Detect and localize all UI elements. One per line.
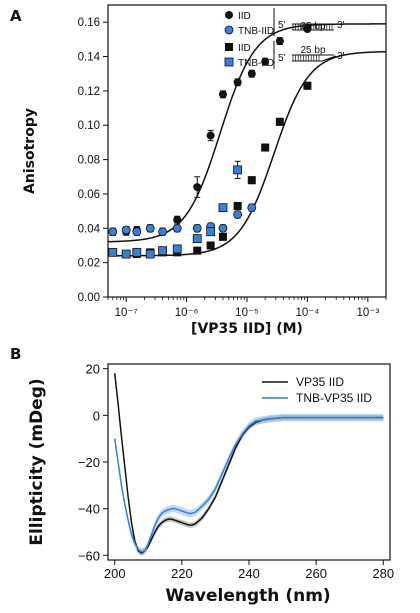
circle-point-iid bbox=[173, 215, 182, 224]
square-point-tnb-iid bbox=[145, 249, 155, 259]
legend-tnb-2: TNB-IID bbox=[238, 58, 274, 69]
legend-vp35: VP35 IID bbox=[296, 375, 344, 389]
square-point-tnb-iid bbox=[192, 234, 202, 244]
legend-iid-circle-marker bbox=[225, 11, 233, 19]
legend-3prime-2: 3' bbox=[337, 51, 345, 62]
y-tick-label: 0.12 bbox=[78, 86, 100, 98]
x-tick-label: 10⁻⁵ bbox=[235, 307, 259, 319]
circle-point-tnb-iid bbox=[218, 223, 228, 233]
circle-point-iid bbox=[218, 90, 227, 99]
blunt-duplex-icon bbox=[292, 23, 334, 31]
line-tnb-vp35-iid bbox=[113, 416, 384, 553]
square-point-tnb-iid bbox=[158, 246, 167, 256]
circle-point-tnb-iid bbox=[145, 223, 155, 233]
square-point-iid bbox=[193, 246, 202, 255]
square-point-iid bbox=[275, 117, 284, 126]
legend-a: IID TNB-IID 5' 25 bp 3' IID TNB-IID 5' 2… bbox=[224, 8, 345, 69]
legend-iid-2: IID bbox=[238, 43, 251, 54]
circle-point-tnb-iid bbox=[172, 223, 182, 233]
circle-point-iid bbox=[233, 78, 242, 87]
y-tick-label: 0.02 bbox=[78, 258, 100, 270]
binding-chart: 10⁻⁷ 10⁻⁶ 10⁻⁵ 10⁻⁴ 10⁻³ 0.00 0.02 0.04 0.06 0.0… bbox=[22, 4, 387, 337]
square-point-iid bbox=[247, 176, 256, 185]
legend-tnb-circle-marker bbox=[224, 25, 234, 35]
legend-iid-1: IID bbox=[238, 11, 251, 22]
circle-point-iid bbox=[303, 25, 312, 34]
square-point-tnb-iid bbox=[132, 247, 142, 257]
square-point-iid bbox=[218, 232, 227, 241]
y-tick-label: 0.00 bbox=[78, 292, 100, 304]
x-tick-label: 220 bbox=[171, 566, 193, 581]
y-tick-label: 0 bbox=[93, 408, 100, 423]
y-axis-label-b: Ellipticity (mDeg) bbox=[27, 378, 47, 545]
y-tick-label: 20 bbox=[86, 362, 100, 377]
square-point-tnb-iid bbox=[206, 227, 216, 237]
x-tick-label: 10⁻³ bbox=[356, 307, 379, 319]
square-point-tnb-iid bbox=[233, 165, 243, 175]
circle-point-tnb-iid bbox=[132, 227, 142, 237]
legend-tnb-square-marker bbox=[224, 57, 234, 67]
legend-tnb: TNB-VP35 IID bbox=[296, 391, 372, 405]
square-point-iid bbox=[233, 201, 242, 210]
circle-point-iid bbox=[206, 131, 215, 140]
circle-point-iid bbox=[275, 37, 284, 46]
legend-bp-2: 25 bp bbox=[300, 45, 325, 56]
legend-5prime-1: 5' bbox=[278, 20, 286, 31]
panel-a-label: A bbox=[10, 7, 22, 25]
x-tick-label: 280 bbox=[372, 566, 394, 581]
y-tick-label: 0.14 bbox=[78, 52, 101, 64]
x-axis-label: [VP35 IID] (M) bbox=[191, 321, 303, 337]
legend-iid-square-marker bbox=[225, 43, 233, 51]
circle-point-iid bbox=[261, 57, 270, 66]
square-point-iid bbox=[261, 143, 270, 152]
circle-point-tnb-iid bbox=[233, 210, 243, 219]
y-tick-label: 0.08 bbox=[78, 155, 100, 167]
x-tick-label: 260 bbox=[305, 566, 327, 581]
overhang-duplex-icon bbox=[292, 54, 337, 62]
legend-b: VP35 IID TNB-VP35 IID bbox=[262, 375, 372, 405]
legend-tnb-1: TNB-IID bbox=[238, 26, 274, 37]
panel-b-label: B bbox=[10, 345, 21, 363]
data-points bbox=[108, 25, 312, 259]
y-tick-label: −20 bbox=[78, 455, 100, 470]
square-point-tnb-iid bbox=[108, 247, 118, 257]
circle-point-tnb-iid bbox=[192, 223, 202, 233]
x-tick-label: 240 bbox=[238, 566, 260, 581]
square-point-tnb-iid bbox=[121, 249, 131, 259]
y-tick-label: −40 bbox=[78, 502, 100, 517]
legend-bp-1: 25 bp bbox=[300, 21, 325, 32]
y-tick-label: 0.06 bbox=[78, 189, 100, 201]
y-tick-label: 0.10 bbox=[78, 120, 100, 132]
circle-point-tnb-iid bbox=[247, 203, 257, 213]
legend-3prime-1: 3' bbox=[337, 20, 345, 31]
x-tick-label: 200 bbox=[104, 566, 126, 581]
circle-point-tnb-iid bbox=[121, 225, 131, 235]
y-axis-label: Anisotropy bbox=[22, 108, 38, 194]
square-point-tnb-iid bbox=[218, 203, 228, 213]
circle-point-iid bbox=[193, 183, 202, 192]
x-tick-label: 10⁻⁷ bbox=[115, 307, 138, 319]
legend-5prime-2: 5' bbox=[278, 53, 286, 64]
circle-point-iid bbox=[247, 69, 256, 78]
y-tick-label: 0.04 bbox=[78, 223, 101, 235]
x-tick-label: 10⁻⁶ bbox=[175, 307, 199, 319]
y-tick-label: 0.16 bbox=[78, 17, 100, 29]
x-axis-label-b: Wavelength (nm) bbox=[165, 586, 330, 606]
square-point-tnb-iid bbox=[172, 244, 182, 254]
spectrum-lines bbox=[113, 373, 384, 554]
error-band bbox=[114, 370, 384, 556]
square-point-iid bbox=[303, 81, 312, 90]
fit-curve-1 bbox=[107, 23, 386, 243]
square-point-iid bbox=[206, 241, 215, 250]
circle-point-tnb-iid bbox=[158, 227, 167, 237]
circle-point-tnb-iid bbox=[108, 227, 118, 237]
x-tick-label: 10⁻⁴ bbox=[296, 307, 320, 319]
y-tick-label: −60 bbox=[78, 548, 100, 563]
cd-spectrum-chart: 200 220 240 260 280 200−20−40−60 Wavelength … bbox=[27, 362, 394, 606]
